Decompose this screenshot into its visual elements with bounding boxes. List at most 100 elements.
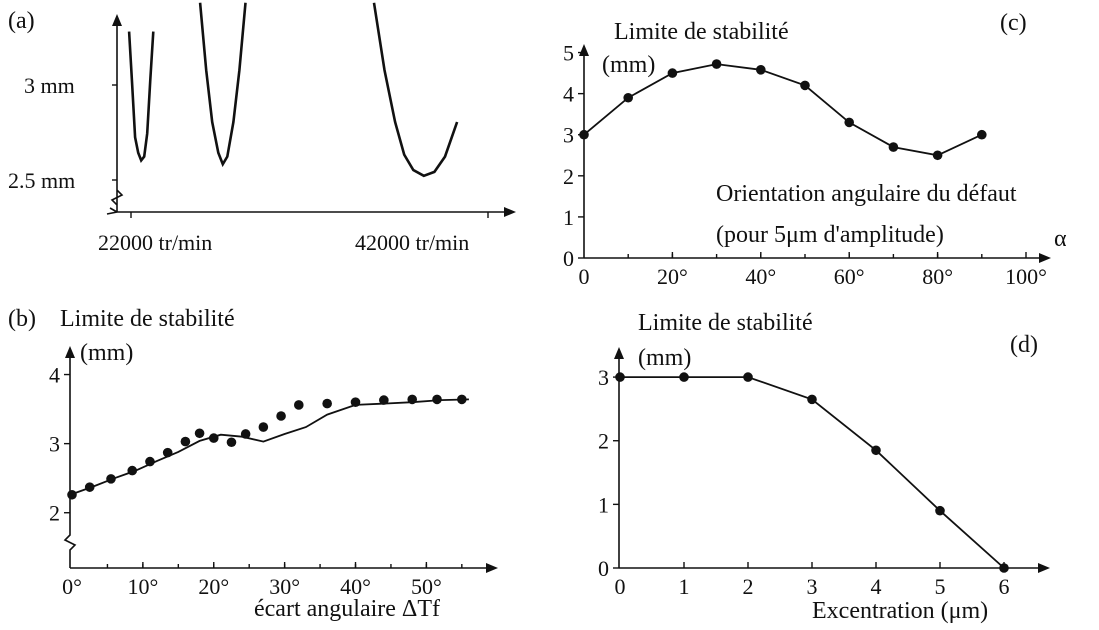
panel-a-y-arrow xyxy=(112,14,122,26)
x-tick-label-1: 1 xyxy=(679,574,690,599)
data-point xyxy=(457,394,467,405)
data-point xyxy=(615,372,625,382)
data-point xyxy=(999,563,1009,573)
data-point xyxy=(379,395,389,405)
x-tick-label-5: 50° xyxy=(411,574,442,599)
panel-b-y-axis xyxy=(63,354,77,568)
data-point xyxy=(84,482,95,492)
y-tick-label-1: 1 xyxy=(563,205,574,230)
panel-c-xlabel: α xyxy=(1054,226,1067,252)
panel-d-xlabel: Excentration (μm) xyxy=(812,598,988,624)
data-point xyxy=(800,80,810,91)
y-tick-label-5: 5 xyxy=(563,41,574,66)
panel-a-x-arrow xyxy=(504,207,516,217)
y-tick-label-4: 4 xyxy=(563,82,574,107)
panel-d: (d) Limite de stabilité (mm) Excentratio… xyxy=(598,310,1050,624)
panel-c: (c) Limite de stabilité (mm) Orientation… xyxy=(563,10,1067,289)
data-point xyxy=(322,398,332,409)
series-line xyxy=(71,398,469,495)
x-tick-label-4: 40° xyxy=(340,574,371,599)
data-point xyxy=(679,372,689,382)
data-point xyxy=(711,59,722,69)
panel-b-ylabel-line2: (mm) xyxy=(80,340,133,366)
panel-c-ylabel-line2: (mm) xyxy=(602,52,655,78)
x-tick-label-1: 10° xyxy=(127,574,158,599)
panel-d-ylabel-line1: Limite de stabilité xyxy=(638,310,813,336)
data-point xyxy=(106,474,116,484)
data-point xyxy=(127,465,138,476)
data-point xyxy=(807,394,817,405)
data-point xyxy=(743,372,753,382)
panel-b-ylabel-line1: Limite de stabilité xyxy=(60,306,235,332)
data-point xyxy=(844,117,854,128)
x-tick-label-2: 20° xyxy=(198,574,229,599)
data-point xyxy=(294,400,304,410)
panel-b-y-arrow xyxy=(65,346,75,358)
data-point xyxy=(276,411,286,421)
data-point xyxy=(240,429,251,439)
data-point xyxy=(226,437,237,448)
data-point xyxy=(579,129,589,140)
y-tick-label-0: 0 xyxy=(598,556,609,581)
x-tick-label-3: 30° xyxy=(269,574,300,599)
data-point xyxy=(888,142,899,152)
y-tick-label-2: 2 xyxy=(49,501,60,526)
panel-c-ylabel-line1: Limite de stabilité xyxy=(614,19,789,45)
y-tick-label-1: 1 xyxy=(598,492,609,517)
panel-a-label: (a) xyxy=(8,8,35,34)
x-tick-label-5: 100° xyxy=(1005,264,1047,289)
x-tick-label-4: 80° xyxy=(922,264,953,289)
panel-b-xlabel: écart angulaire ΔTf xyxy=(254,596,440,622)
panel-a-x-label-42000: 42000 tr/min xyxy=(355,230,469,255)
panel-c-x-arrow xyxy=(1039,253,1051,263)
panel-a-y-axis xyxy=(110,22,124,212)
x-tick-label-2: 2 xyxy=(743,574,754,599)
data-point xyxy=(667,68,678,78)
y-tick-label-3: 3 xyxy=(598,365,609,390)
lobe-curve-1 xyxy=(127,31,155,163)
panel-b-series xyxy=(67,394,469,500)
x-tick-label-0: 0 xyxy=(579,264,590,289)
panel-d-y-arrow xyxy=(614,347,624,359)
data-point xyxy=(432,394,442,405)
panel-c-y-arrow xyxy=(579,44,589,56)
data-point xyxy=(350,397,361,407)
panel-c-series xyxy=(579,59,987,161)
x-tick-label-2: 40° xyxy=(745,264,776,289)
lobe-curve-3 xyxy=(372,2,459,178)
data-point xyxy=(208,433,219,443)
panel-c-ticks: 0 1 2 3 4 5 0 20° 40° 60° 80° 100° xyxy=(563,41,1047,289)
data-point xyxy=(258,422,269,432)
data-point xyxy=(194,428,205,439)
x-tick-label-3: 60° xyxy=(834,264,865,289)
y-tick-label-4: 4 xyxy=(49,363,60,388)
y-tick-label-0: 0 xyxy=(563,246,574,271)
x-tick-label-4: 4 xyxy=(871,574,882,599)
data-point xyxy=(67,489,77,500)
panel-a-x-axis xyxy=(106,207,508,215)
panel-a-curves xyxy=(127,2,459,178)
x-tick-label-6: 6 xyxy=(999,574,1010,599)
data-point xyxy=(145,456,155,467)
panel-b: (b) Limite de stabilité (mm) écart angul… xyxy=(8,306,498,622)
data-point xyxy=(977,129,987,140)
data-point xyxy=(407,394,418,405)
x-tick-label-1: 20° xyxy=(657,264,688,289)
panel-d-x-arrow xyxy=(1038,563,1050,573)
data-point xyxy=(756,65,766,75)
panel-d-label: (d) xyxy=(1010,332,1038,358)
lobe-curve-2 xyxy=(198,2,247,168)
panel-c-annotation-line2: (pour 5μm d'amplitude) xyxy=(716,222,944,248)
y-tick-label-2: 2 xyxy=(563,164,574,189)
x-tick-label-5: 5 xyxy=(935,574,946,599)
panel-a-x-label-22000: 22000 tr/min xyxy=(98,230,212,255)
y-tick-label-3: 3 xyxy=(563,123,574,148)
panel-d-series xyxy=(615,372,1009,573)
panel-a-y-label-3mm: 3 mm xyxy=(24,73,75,98)
panel-d-ticks: 0 1 2 3 0 1 2 3 4 5 6 xyxy=(598,365,1010,599)
data-point xyxy=(871,445,881,456)
y-tick-label-3: 3 xyxy=(49,432,60,457)
panel-d-ylabel-line2: (mm) xyxy=(638,345,691,371)
x-tick-label-0: 0 xyxy=(615,574,626,599)
